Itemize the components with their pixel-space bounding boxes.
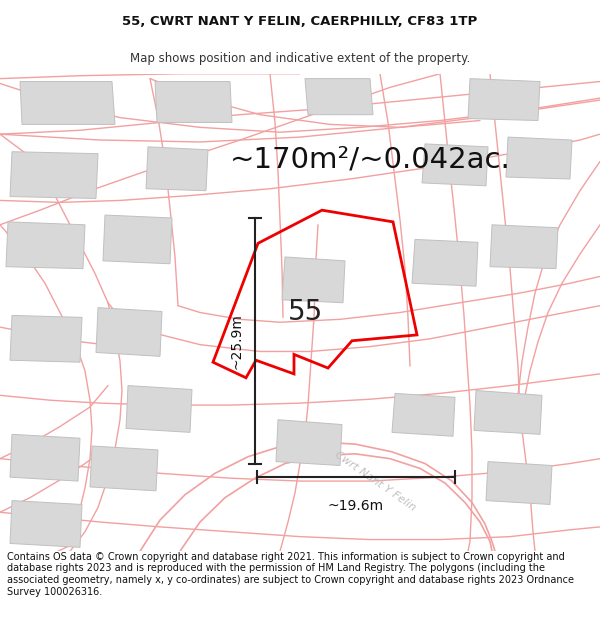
Text: Cwrt Nant Y Felin: Cwrt Nant Y Felin (333, 449, 417, 512)
Polygon shape (90, 446, 158, 491)
Polygon shape (486, 462, 552, 504)
Text: ~170m²/~0.042ac.: ~170m²/~0.042ac. (230, 146, 511, 174)
Polygon shape (20, 81, 115, 124)
Polygon shape (103, 215, 172, 264)
Polygon shape (155, 81, 232, 122)
Polygon shape (10, 152, 98, 199)
Polygon shape (490, 225, 558, 269)
Polygon shape (422, 144, 488, 186)
Polygon shape (305, 79, 373, 114)
Text: 55, CWRT NANT Y FELIN, CAERPHILLY, CF83 1TP: 55, CWRT NANT Y FELIN, CAERPHILLY, CF83 … (122, 15, 478, 28)
Polygon shape (6, 222, 85, 269)
Text: ~25.9m: ~25.9m (229, 313, 243, 369)
Text: Contains OS data © Crown copyright and database right 2021. This information is : Contains OS data © Crown copyright and d… (7, 552, 574, 597)
Polygon shape (412, 239, 478, 286)
Polygon shape (10, 434, 80, 481)
Polygon shape (126, 386, 192, 432)
Polygon shape (506, 137, 572, 179)
Polygon shape (96, 308, 162, 356)
Polygon shape (10, 501, 82, 548)
Polygon shape (392, 393, 455, 436)
Polygon shape (146, 147, 208, 191)
Text: ~19.6m: ~19.6m (328, 499, 384, 512)
Text: 55: 55 (287, 299, 323, 326)
Text: Map shows position and indicative extent of the property.: Map shows position and indicative extent… (130, 52, 470, 64)
Polygon shape (276, 420, 342, 466)
Polygon shape (282, 257, 345, 302)
Polygon shape (468, 79, 540, 121)
Polygon shape (10, 316, 82, 362)
Polygon shape (474, 391, 542, 434)
